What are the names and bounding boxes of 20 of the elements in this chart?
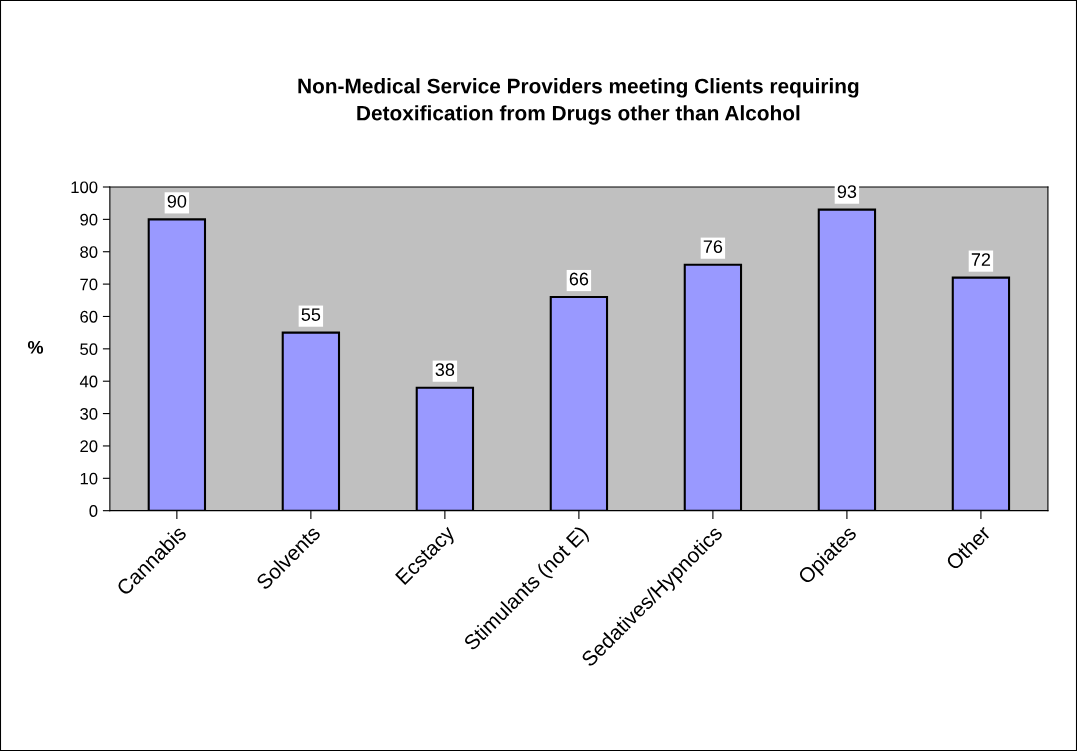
- data-label: 93: [837, 185, 857, 198]
- y-tick-label: 70: [80, 278, 98, 291]
- y-tick-label: 20: [80, 440, 98, 453]
- y-tick-label: 80: [80, 246, 98, 258]
- y-tick-label: 90: [80, 213, 98, 226]
- y-tick-label: 10: [80, 472, 98, 485]
- y-axis-title: %: [27, 340, 44, 354]
- data-label: 38: [435, 363, 455, 377]
- data-label: 72: [971, 253, 991, 266]
- y-tick-label: 50: [80, 343, 98, 356]
- data-label: 90: [167, 194, 187, 208]
- y-tick-label: 100: [71, 181, 98, 194]
- y-tick-label: 0: [89, 505, 98, 517]
- y-tick-label: 40: [79, 375, 98, 388]
- data-label: 66: [569, 272, 589, 286]
- data-label: 76: [703, 240, 723, 254]
- data-label: 55: [301, 308, 321, 321]
- y-tick-label: 30: [80, 407, 98, 420]
- y-tick-label: 60: [80, 310, 98, 323]
- chart-title: Non-Medical Service Providers meeting Clients requiring Detoxification from Drugs other than Alcohol: [298, 78, 859, 125]
